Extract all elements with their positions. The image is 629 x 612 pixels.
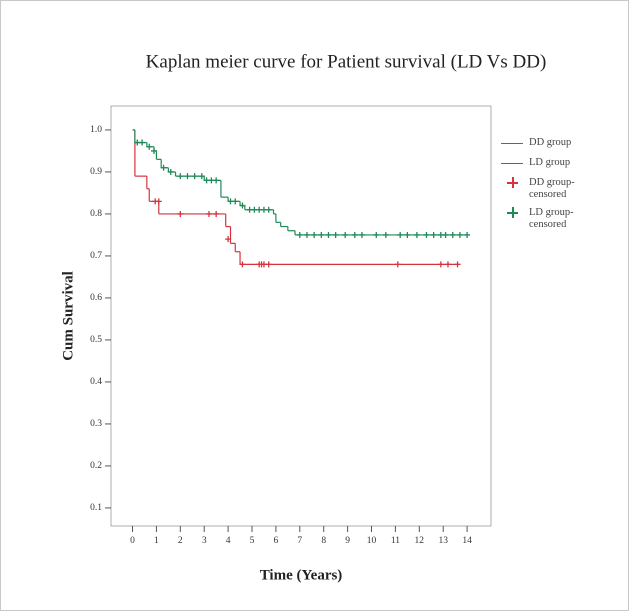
censor-mark: [423, 231, 430, 238]
x-tick-label: 7: [297, 536, 302, 546]
censor-mark: [177, 210, 184, 217]
legend-swatch: [499, 207, 525, 221]
x-axis-label: Time (Years): [260, 567, 343, 583]
x-tick-label: 0: [130, 536, 135, 546]
censor-mark: [454, 261, 461, 268]
y-tick-label: 0.5: [90, 335, 102, 345]
censor-mark: [332, 231, 339, 238]
censor-mark: [318, 231, 325, 238]
censor-mark: [325, 231, 332, 238]
y-tick-label: 0.7: [90, 251, 102, 261]
x-tick-label: 3: [202, 536, 207, 546]
censor-mark: [177, 173, 184, 180]
y-tick-label: 0.1: [90, 503, 102, 513]
x-tick-label: 12: [415, 536, 425, 546]
censor-mark: [146, 143, 153, 150]
censor-mark: [373, 231, 380, 238]
censor-mark: [139, 139, 146, 146]
censor-mark: [265, 206, 272, 213]
censor-mark: [232, 198, 239, 205]
y-tick-label: 0.8: [90, 209, 102, 219]
y-tick-label: 0.4: [90, 377, 102, 387]
censor-mark: [225, 236, 232, 243]
censor-mark: [456, 231, 463, 238]
y-tick-label: 0.2: [90, 461, 102, 471]
censor-mark: [311, 231, 318, 238]
chart-title: Kaplan meier curve for Patient survival …: [146, 51, 547, 72]
y-tick-label: 1.0: [90, 125, 102, 135]
censor-mark: [167, 168, 174, 175]
censor-mark: [239, 202, 246, 209]
y-tick-label: 0.3: [90, 419, 102, 429]
censor-mark: [404, 231, 411, 238]
censor-mark: [358, 231, 365, 238]
legend-swatch: [499, 137, 525, 151]
legend-item: LD group: [499, 157, 619, 171]
censor-mark: [444, 261, 451, 268]
legend-swatch: [499, 177, 525, 191]
x-tick-label: 9: [345, 536, 350, 546]
censor-mark: [265, 261, 272, 268]
censor-mark: [464, 231, 471, 238]
legend-label: LD group: [529, 157, 571, 168]
censor-mark: [296, 231, 303, 238]
legend-swatch: [499, 157, 525, 171]
censor-mark: [239, 261, 246, 268]
plot-frame: [110, 105, 492, 527]
legend-item: LD group-censored: [499, 207, 619, 231]
legend: DD group LD group DD group-censored LD grou…: [499, 137, 619, 237]
censor-mark: [351, 231, 358, 238]
censor-mark: [191, 173, 198, 180]
censor-mark: [213, 210, 220, 217]
x-tick-label: 2: [178, 536, 183, 546]
legend-item: DD group-censored: [499, 177, 619, 201]
censor-mark: [430, 231, 437, 238]
y-tick-label: 0.9: [90, 167, 102, 177]
censor-mark: [213, 177, 220, 184]
x-tick-label: 14: [462, 536, 472, 546]
x-tick-label: 8: [321, 536, 326, 546]
x-tick-label: 4: [226, 536, 231, 546]
censor-mark: [413, 231, 420, 238]
x-tick-label: 5: [250, 536, 255, 546]
censor-mark: [382, 231, 389, 238]
legend-label: DD group-censored: [529, 177, 575, 200]
censor-mark: [342, 231, 349, 238]
censor-mark: [155, 198, 162, 205]
censor-mark: [151, 147, 158, 154]
x-tick-label: 13: [438, 536, 448, 546]
censor-mark: [184, 173, 191, 180]
censor-mark: [303, 231, 310, 238]
legend-label: DD group: [529, 137, 572, 148]
x-tick-label: 10: [367, 536, 377, 546]
x-tick-label: 11: [391, 536, 400, 546]
legend-item: DD group: [499, 137, 619, 151]
censor-mark: [442, 231, 449, 238]
censor-mark: [437, 261, 444, 268]
x-tick-label: 6: [274, 536, 279, 546]
legend-label: LD group-censored: [529, 207, 574, 230]
x-tick-label: 1: [154, 536, 159, 546]
censor-mark: [198, 173, 205, 180]
censor-mark: [394, 261, 401, 268]
censor-mark: [205, 210, 212, 217]
censor-mark: [160, 164, 167, 171]
censor-mark: [449, 231, 456, 238]
y-tick-label: 0.6: [90, 293, 102, 303]
censor-mark: [397, 231, 404, 238]
y-axis-label: Cum Survival: [60, 271, 76, 361]
